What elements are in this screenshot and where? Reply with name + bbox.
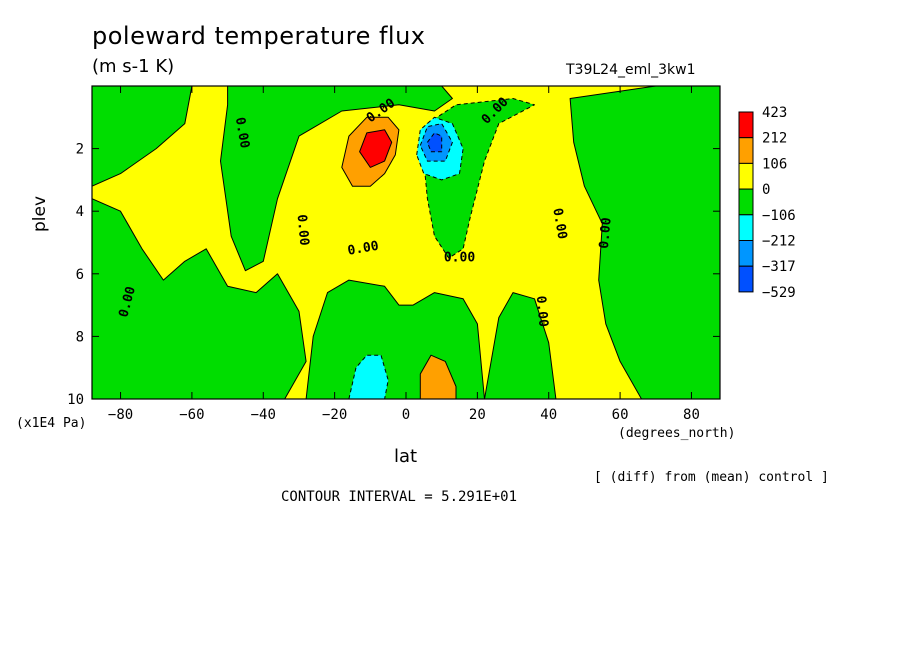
legend-swatch <box>738 188 754 216</box>
legend-label: −106 <box>762 208 796 224</box>
x-tick-label: −40 <box>251 407 276 423</box>
x-axis-unit: (degrees_north) <box>618 426 736 441</box>
region-red-upper <box>359 129 393 168</box>
contour-label: 0.00 <box>294 214 312 247</box>
contour-labels: 0.000.00 0.000.000.00 0.000.00 0.000.00 0.00 <box>116 95 614 328</box>
y-tick-label: 4 <box>76 204 84 220</box>
contour-label: 0.00 <box>533 295 551 328</box>
legend-swatch <box>738 162 754 190</box>
legend-swatch <box>738 111 754 139</box>
contour-label: 0.00 <box>444 251 475 266</box>
legend-swatch <box>738 240 754 267</box>
contour-interval: CONTOUR INTERVAL = 5.291E+01 <box>281 489 518 505</box>
contour-label: 0.00 <box>549 207 569 241</box>
chart-units: (m s-1 K) <box>92 56 175 77</box>
legend-label: −317 <box>762 259 796 275</box>
y-axis: 2 4 6 8 10 <box>67 142 720 408</box>
x-tick-label: 60 <box>612 407 629 423</box>
legend-swatch <box>738 137 754 164</box>
x-axis-title: lat <box>394 446 418 467</box>
region-darkblue-upper <box>426 132 443 153</box>
y-tick-label: 10 <box>67 392 84 408</box>
x-tick-label: −80 <box>108 407 133 423</box>
region-green-lower-mid <box>484 292 557 399</box>
diff-note: [ (diff) from (mean) control ] <box>594 470 829 485</box>
x-tick-label: 40 <box>540 407 557 423</box>
legend-swatch <box>738 214 754 242</box>
region-green-south-upper <box>92 86 193 187</box>
region-cyan-lower <box>348 354 389 399</box>
x-tick-label: 0 <box>402 407 410 423</box>
legend-label: −529 <box>762 285 796 301</box>
filled-contours <box>92 86 720 399</box>
color-legend: 423 212 106 0 −106 −212 −317 −529 <box>738 105 796 301</box>
y-tick-label: 2 <box>76 142 84 158</box>
contour-label: 0.00 <box>346 239 380 259</box>
x-tick-label: −20 <box>322 407 347 423</box>
x-tick-label: −60 <box>179 407 204 423</box>
x-tick-label: 80 <box>683 407 700 423</box>
y-tick-label: 8 <box>76 329 84 345</box>
x-tick-label: 20 <box>469 407 486 423</box>
run-name: T39L24_eml_3kw1 <box>566 62 696 78</box>
region-orange-lower <box>419 354 457 399</box>
legend-label: −212 <box>762 234 796 250</box>
legend-swatch <box>738 265 754 293</box>
legend-label: 212 <box>762 131 787 147</box>
x-axis: −80 −60 −40 −20 0 20 40 60 80 <box>108 86 700 423</box>
y-axis-title: plev <box>30 195 50 232</box>
chart-title: poleward temperature flux <box>92 22 426 50</box>
contour-label: 0.00 <box>232 116 252 150</box>
legend-label: 0 <box>762 182 770 198</box>
region-green-upper-center <box>220 86 453 272</box>
region-green-south-lower <box>92 198 307 399</box>
y-axis-unit: (x1E4 Pa) <box>16 416 87 431</box>
contour-label: 0.00 <box>597 217 615 250</box>
region-green-north <box>569 86 720 399</box>
legend-label: 106 <box>762 156 787 172</box>
y-tick-label: 6 <box>76 267 84 283</box>
legend-label: 423 <box>762 105 787 121</box>
